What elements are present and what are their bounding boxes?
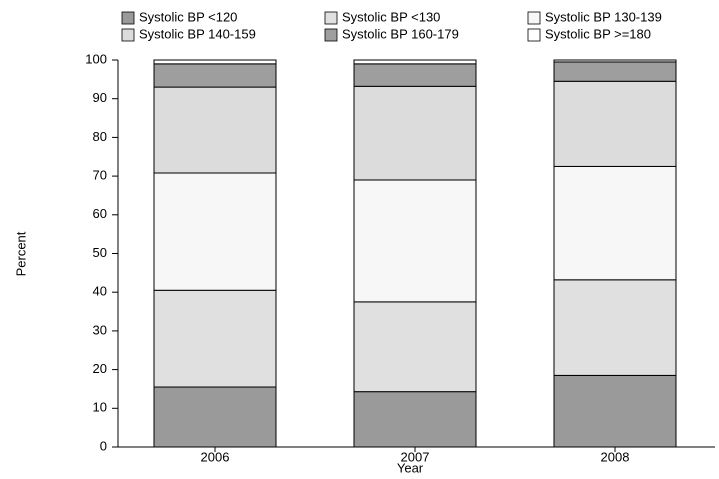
bar-segment [153,289,277,388]
bar-segment [553,279,677,376]
legend-label: Systolic BP >=180 [545,26,651,41]
bar-segment [553,165,677,281]
y-tick-label: 50 [93,245,107,260]
bar-segment [353,391,477,448]
y-axis-label: Percent [13,231,28,276]
x-tick-label: 2006 [201,449,230,464]
legend-label: Systolic BP 140-159 [139,26,256,41]
legend-label: Systolic BP 130-139 [545,9,662,24]
x-axis-label: Year [397,460,424,475]
y-tick-label: 0 [100,438,107,453]
x-tick-label: 2007 [401,449,430,464]
bar-segment [153,172,277,291]
bar-segment [153,386,277,448]
bar-segment [553,80,677,167]
bar-segment [553,61,677,82]
legend-swatch [527,28,541,42]
bar-segment [353,63,477,87]
legend-swatch [324,28,338,42]
bar-segment [153,59,277,65]
y-tick-label: 100 [85,51,107,66]
y-tick-label: 90 [93,90,107,105]
bar-segment [553,374,677,448]
y-tick-label: 20 [93,361,107,376]
bar-segment [153,63,277,88]
bar-segment [353,85,477,181]
bar-segment [353,301,477,393]
bar-segment [153,86,277,174]
bar-segment [553,59,677,63]
legend-swatch [324,11,338,25]
legend-label: Systolic BP <130 [342,9,440,24]
bar-segment [353,179,477,303]
legend-swatch [121,11,135,25]
legend-swatch [121,28,135,42]
x-tick-label: 2008 [601,449,630,464]
y-tick-label: 70 [93,168,107,183]
y-tick-label: 10 [93,400,107,415]
legend-label: Systolic BP 160-179 [342,26,459,41]
bar-segment [353,59,477,65]
y-tick-label: 80 [93,129,107,144]
legend-label: Systolic BP <120 [139,9,237,24]
y-tick-label: 60 [93,206,107,221]
y-tick-label: 40 [93,284,107,299]
y-tick-label: 30 [93,322,107,337]
legend-swatch [527,11,541,25]
